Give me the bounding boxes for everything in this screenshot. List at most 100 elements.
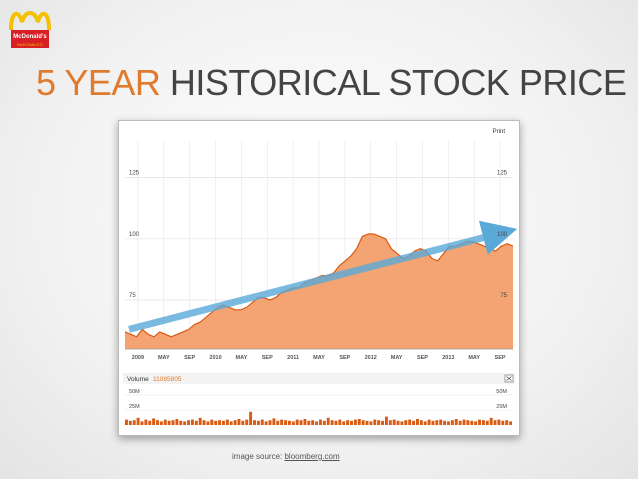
stock-chart: 125 125 100 100 75 75 2009 MAY SEP 2010 MAY SEP 201… — [123, 129, 518, 425]
volume-bar — [295, 419, 299, 425]
volume-bar — [218, 420, 222, 425]
volume-bar — [260, 419, 264, 425]
x-tick-label: MAY — [391, 355, 403, 361]
x-tick-label: 2011 — [287, 355, 299, 361]
x-tick-label: 2012 — [365, 355, 377, 361]
slide-title: 5 YEAR HISTORICAL STOCK PRICE — [36, 62, 627, 104]
volume-bar — [128, 420, 132, 425]
x-tick-label: SEP — [339, 355, 350, 361]
image-source-caption: image source: bloomberg.com — [232, 452, 340, 461]
volume-bar — [175, 419, 179, 425]
volume-bar — [194, 420, 198, 425]
print-button[interactable]: Print — [493, 129, 506, 135]
trend-arrow — [128, 220, 518, 333]
volume-bar — [163, 419, 167, 425]
volume-bar — [400, 421, 404, 425]
y-tick-label: 125 — [497, 171, 508, 177]
y-tick-label: 75 — [129, 293, 136, 299]
volume-bar — [478, 419, 481, 425]
volume-bar — [361, 420, 365, 425]
volume-bar — [307, 420, 311, 425]
volume-bar — [443, 420, 447, 425]
volume-bar — [167, 420, 171, 425]
volume-bar — [237, 419, 241, 425]
volume-bar — [416, 419, 419, 425]
x-tick-label: SEP — [495, 355, 506, 361]
volume-bar — [241, 420, 245, 425]
volume-bar — [202, 420, 206, 425]
x-tick-label: MAY — [468, 355, 480, 361]
volume-bar — [419, 420, 423, 425]
caption-link[interactable]: bloomberg.com — [284, 452, 340, 461]
volume-bar — [481, 420, 485, 425]
volume-bar — [198, 417, 202, 425]
x-tick-label: 2013 — [442, 355, 454, 361]
volume-tick-label: 50M — [496, 389, 507, 395]
volume-bar — [179, 420, 183, 425]
volume-bar — [280, 419, 284, 425]
volume-bar — [497, 419, 501, 425]
volume-bar — [350, 420, 353, 425]
volume-bar — [214, 420, 218, 425]
volume-bar — [311, 420, 315, 425]
title-accent: 5 YEAR — [36, 62, 161, 103]
volume-bar — [435, 420, 439, 425]
volume-bar — [485, 420, 489, 425]
volume-value: 11085805 — [153, 376, 182, 383]
title-rest: HISTORICAL STOCK PRICE — [160, 62, 627, 103]
x-tick-label: SEP — [417, 355, 428, 361]
volume-bar — [156, 420, 159, 425]
volume-bar — [474, 421, 478, 425]
volume-bar — [206, 421, 210, 425]
volume-bar — [148, 420, 152, 425]
volume-bar — [334, 420, 338, 425]
volume-bar — [439, 419, 443, 425]
volume-bar — [249, 411, 253, 425]
volume-bar — [404, 420, 408, 425]
volume-bar — [408, 419, 412, 425]
volume-bar — [462, 419, 466, 425]
volume-bar — [159, 421, 163, 425]
x-tick-label: MAY — [236, 355, 248, 361]
volume-tick-label: 25M — [129, 404, 140, 410]
x-tick-label: MAY — [313, 355, 325, 361]
volume-close-button[interactable] — [504, 374, 514, 383]
caption-prefix: image source: — [232, 452, 285, 461]
volume-bar — [190, 419, 194, 425]
volume-bar — [384, 416, 388, 425]
volume-bar — [470, 420, 474, 425]
volume-bar — [458, 420, 462, 425]
y-tick-label: 100 — [129, 232, 140, 238]
volume-bar — [454, 419, 458, 425]
volume-tick-label: 25M — [496, 404, 507, 410]
volume-bar — [125, 419, 128, 425]
y-tick-label: 75 — [500, 293, 507, 299]
volume-bar — [253, 420, 256, 425]
volume-bar — [152, 418, 156, 425]
volume-bar — [392, 419, 396, 425]
volume-bar — [315, 421, 319, 425]
logo-bottom-text: McDONALD'S — [17, 42, 43, 47]
volume-bar — [447, 421, 450, 425]
volume-bar — [256, 420, 260, 425]
volume-header-band — [123, 373, 515, 384]
volume-bar — [505, 420, 509, 425]
volume-bar — [357, 419, 361, 425]
mcdonalds-logo: McDonald's McDONALD'S — [8, 8, 52, 54]
x-tick-label: 2010 — [209, 355, 221, 361]
volume-bar — [233, 420, 237, 425]
volume-bar — [132, 420, 136, 425]
volume-bar — [466, 420, 470, 425]
volume-bar — [338, 419, 342, 425]
volume-bar — [210, 419, 214, 425]
volume-bar — [287, 420, 291, 425]
volume-bar — [291, 421, 295, 425]
volume-bar — [284, 420, 287, 425]
volume-bar — [373, 419, 377, 425]
volume-bar — [144, 419, 148, 425]
price-area — [125, 234, 513, 349]
volume-bar — [326, 417, 330, 425]
volume-bar — [322, 420, 326, 425]
volume-bar — [353, 419, 357, 425]
volume-bar — [276, 420, 280, 425]
